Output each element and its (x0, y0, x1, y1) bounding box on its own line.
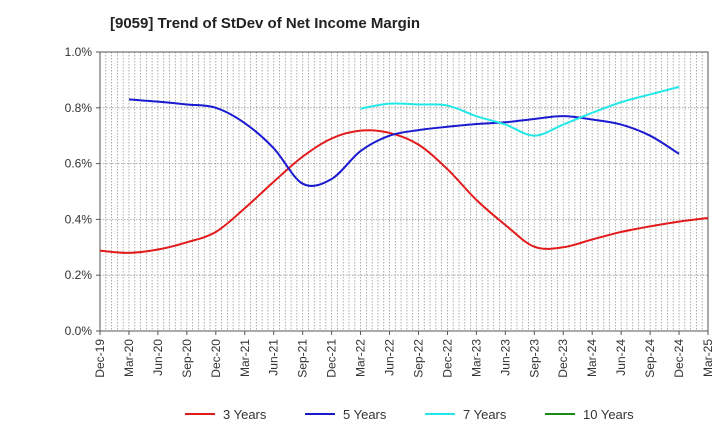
x-tick-label: Sep-22 (411, 339, 425, 378)
x-tick-label: Dec-20 (209, 339, 223, 378)
legend-label: 10 Years (583, 407, 634, 422)
legend: 3 Years 5 Years 7 Years 10 Years (185, 407, 634, 422)
x-tick-label: Dec-24 (672, 339, 686, 378)
x-tick-label: Dec-21 (325, 339, 339, 378)
x-tick-label: Mar-25 (701, 339, 715, 377)
x-tick-label: Sep-23 (527, 339, 541, 378)
x-tick-label: Jun-21 (267, 339, 281, 376)
x-tick-label: Mar-20 (122, 339, 136, 377)
x-tick-label: Mar-23 (469, 339, 483, 377)
plot-area (99, 51, 709, 332)
x-tick-label: Mar-24 (585, 339, 599, 377)
x-tick-label: Jun-24 (614, 339, 628, 376)
series-lines (99, 85, 709, 254)
y-tick-label: 1.0% (65, 45, 93, 59)
y-tick-label: 0.0% (65, 324, 93, 338)
x-tick-label: Sep-20 (180, 339, 194, 378)
chart-title: [9059] Trend of StDev of Net Income Marg… (110, 15, 421, 32)
y-tick-label: 0.4% (65, 212, 93, 226)
legend-label: 5 Years (343, 407, 387, 422)
y-tick-label: 0.6% (65, 157, 93, 171)
grid-lines (100, 52, 708, 331)
y-axis: 0.0% 0.2% 0.4% 0.6% 0.8% 1.0% (65, 45, 100, 338)
series-line-7-years (360, 85, 680, 137)
x-tick-label: Sep-24 (643, 339, 657, 378)
x-tick-label: Jun-23 (498, 339, 512, 376)
x-axis: Dec-19 Mar-20 Jun-20 Sep-20 Dec-20 Mar-21 Jun-… (93, 331, 715, 378)
x-tick-label: Mar-22 (354, 339, 368, 377)
x-tick-label: Jun-22 (383, 339, 397, 376)
x-tick-label: Jun-20 (151, 339, 165, 376)
legend-label: 3 Years (223, 407, 267, 422)
x-tick-label: Dec-19 (93, 339, 107, 378)
y-tick-label: 0.2% (65, 268, 93, 282)
x-tick-label: Sep-21 (296, 339, 310, 378)
y-tick-label: 0.8% (65, 101, 93, 115)
x-tick-label: Dec-22 (440, 339, 454, 378)
series-line-5-years (128, 98, 680, 187)
x-tick-label: Dec-23 (556, 339, 570, 378)
series-line-3-years (99, 129, 709, 254)
legend-label: 7 Years (463, 407, 507, 422)
x-tick-label: Mar-21 (238, 339, 252, 377)
